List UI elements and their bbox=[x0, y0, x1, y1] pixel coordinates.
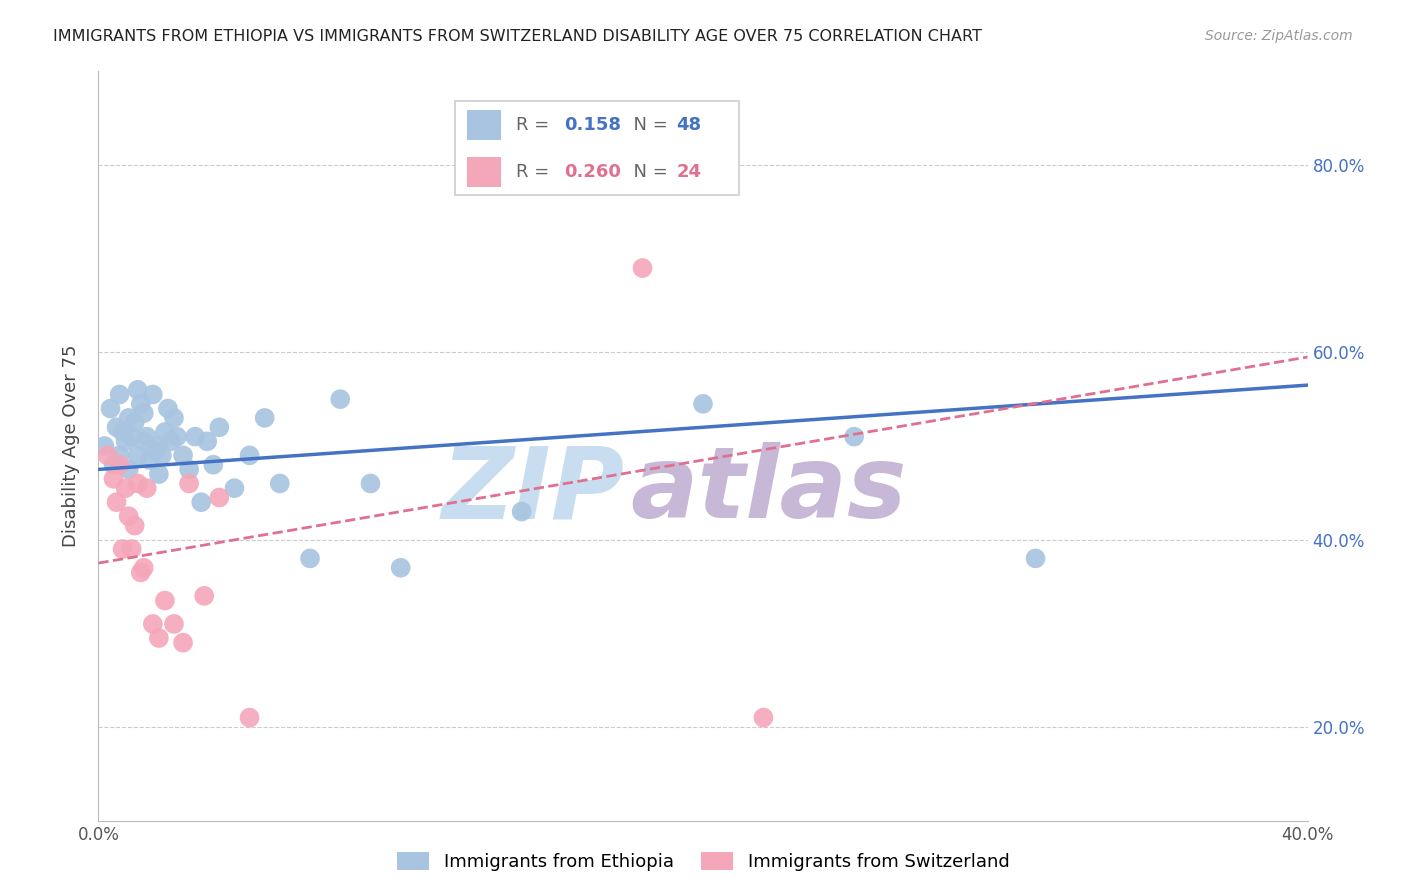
FancyBboxPatch shape bbox=[456, 102, 740, 195]
Point bbox=[179, 462, 201, 476]
Point bbox=[269, 476, 291, 491]
Point bbox=[208, 491, 231, 505]
Point bbox=[111, 425, 134, 439]
Point bbox=[142, 387, 165, 401]
Point bbox=[132, 434, 155, 449]
Point bbox=[844, 430, 866, 444]
Point bbox=[1024, 551, 1046, 566]
Text: ZIP: ZIP bbox=[441, 442, 624, 540]
Point bbox=[93, 439, 115, 453]
Text: 0.158: 0.158 bbox=[564, 116, 621, 134]
Point bbox=[145, 443, 167, 458]
Point bbox=[127, 449, 149, 463]
Point bbox=[153, 425, 176, 439]
Point bbox=[118, 462, 141, 476]
Text: IMMIGRANTS FROM ETHIOPIA VS IMMIGRANTS FROM SWITZERLAND DISABILITY AGE OVER 75 C: IMMIGRANTS FROM ETHIOPIA VS IMMIGRANTS F… bbox=[53, 29, 983, 44]
Point bbox=[132, 406, 155, 420]
Text: 24: 24 bbox=[676, 162, 702, 180]
Point bbox=[108, 458, 131, 472]
Point bbox=[160, 434, 183, 449]
Point bbox=[103, 472, 125, 486]
Point bbox=[105, 495, 128, 509]
Point bbox=[202, 458, 225, 472]
Point bbox=[139, 453, 162, 467]
Point bbox=[108, 449, 131, 463]
Point bbox=[224, 481, 246, 495]
Text: 48: 48 bbox=[676, 116, 702, 134]
Point bbox=[127, 383, 149, 397]
FancyBboxPatch shape bbox=[467, 110, 501, 140]
Point bbox=[148, 467, 170, 482]
Point bbox=[100, 401, 122, 416]
Point bbox=[163, 410, 186, 425]
Point bbox=[114, 434, 136, 449]
Point bbox=[111, 541, 134, 557]
Point bbox=[389, 561, 412, 575]
Point bbox=[193, 589, 215, 603]
Point bbox=[172, 449, 194, 463]
Point bbox=[129, 397, 152, 411]
Point bbox=[299, 551, 322, 566]
Point bbox=[692, 397, 714, 411]
Y-axis label: Disability Age Over 75: Disability Age Over 75 bbox=[62, 344, 80, 548]
Text: atlas: atlas bbox=[630, 442, 907, 540]
Point bbox=[752, 710, 775, 724]
Point bbox=[156, 401, 179, 416]
Point bbox=[114, 481, 136, 495]
FancyBboxPatch shape bbox=[467, 157, 501, 186]
Point bbox=[150, 449, 173, 463]
Point bbox=[108, 387, 131, 401]
Text: R =: R = bbox=[516, 162, 554, 180]
Point bbox=[103, 458, 125, 472]
Point bbox=[118, 509, 141, 524]
Text: N =: N = bbox=[621, 116, 673, 134]
Point bbox=[631, 261, 654, 276]
Point bbox=[195, 434, 218, 449]
Point bbox=[208, 420, 231, 434]
Text: 0.260: 0.260 bbox=[564, 162, 621, 180]
Point bbox=[179, 476, 201, 491]
Point bbox=[148, 439, 170, 453]
Point bbox=[148, 631, 170, 645]
Point bbox=[253, 410, 276, 425]
Text: N =: N = bbox=[621, 162, 673, 180]
Legend: Immigrants from Ethiopia, Immigrants from Switzerland: Immigrants from Ethiopia, Immigrants fro… bbox=[389, 845, 1017, 879]
Point bbox=[132, 561, 155, 575]
Point bbox=[329, 392, 352, 407]
Point bbox=[163, 617, 186, 632]
Text: R =: R = bbox=[516, 116, 554, 134]
Point bbox=[153, 593, 176, 607]
Point bbox=[360, 476, 382, 491]
Point bbox=[135, 481, 157, 495]
Point bbox=[124, 416, 146, 430]
Point bbox=[239, 710, 262, 724]
Point bbox=[96, 449, 118, 463]
Point bbox=[121, 430, 143, 444]
Point bbox=[184, 430, 207, 444]
Point bbox=[129, 566, 152, 580]
Point bbox=[118, 410, 141, 425]
Point bbox=[105, 420, 128, 434]
Point bbox=[135, 430, 157, 444]
Point bbox=[172, 635, 194, 649]
Point bbox=[166, 430, 188, 444]
Point bbox=[239, 449, 262, 463]
Point bbox=[142, 617, 165, 632]
Point bbox=[124, 518, 146, 533]
Point bbox=[190, 495, 212, 509]
Point bbox=[510, 505, 533, 519]
Point bbox=[127, 476, 149, 491]
Point bbox=[121, 541, 143, 557]
Text: Source: ZipAtlas.com: Source: ZipAtlas.com bbox=[1205, 29, 1353, 43]
